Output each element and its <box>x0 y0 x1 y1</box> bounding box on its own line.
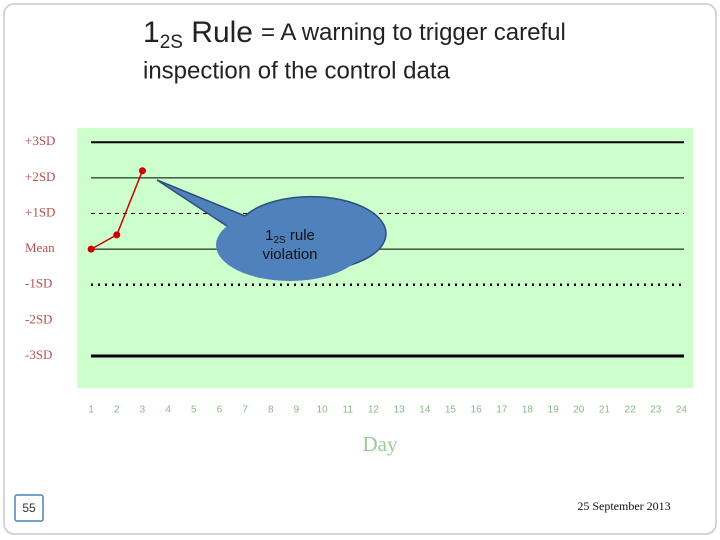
slide-frame <box>3 3 717 535</box>
y-tick-label: Mean <box>25 240 55 255</box>
y-tick-label: +2SD <box>25 169 55 184</box>
x-tick-label: 11 <box>343 405 354 416</box>
x-tick-label: 17 <box>496 405 508 416</box>
x-tick-label: 13 <box>394 405 406 416</box>
x-tick-label: 19 <box>548 405 560 416</box>
x-axis-label: Day <box>363 432 398 456</box>
x-tick-label: 14 <box>419 405 431 416</box>
title-rule: Rule <box>183 16 253 49</box>
x-tick-label: 18 <box>522 405 534 416</box>
x-tick-label: 21 <box>599 405 611 416</box>
callout-line2: violation <box>262 246 317 263</box>
x-tick-label: 20 <box>573 405 585 416</box>
title-line2: inspection of the control data <box>143 57 451 84</box>
x-tick-label: 22 <box>625 405 637 416</box>
y-tick-label: +1SD <box>25 204 55 219</box>
x-tick-label: 7 <box>242 405 248 416</box>
callout-line1: 12S rule <box>265 227 315 246</box>
plot-area <box>77 128 693 388</box>
x-tick-label: 9 <box>294 405 300 416</box>
slide-number-box <box>14 494 44 522</box>
x-tick-label: 15 <box>445 405 457 416</box>
date: 25 September 2013 <box>577 499 670 513</box>
title-line1: = A warning to trigger careful <box>261 19 566 46</box>
x-tick-label: 24 <box>676 405 688 416</box>
callout-sub: 2S <box>273 235 286 246</box>
x-tick-label: 4 <box>165 405 171 416</box>
x-tick-label: 1 <box>88 405 94 416</box>
data-point <box>87 245 95 253</box>
x-tick-label: 2 <box>114 405 120 416</box>
x-tick-label: 10 <box>317 405 329 416</box>
callout-body <box>216 209 364 281</box>
y-tick-label: +3SD <box>25 133 55 148</box>
slide-number: 55 <box>22 501 36 515</box>
callout-lead: 1 <box>265 227 273 244</box>
x-tick-label: 3 <box>140 405 146 416</box>
title-sub: 2S <box>160 32 183 53</box>
data-point <box>138 167 146 175</box>
y-tick-label: -3SD <box>25 347 52 362</box>
y-tick-label: -2SD <box>25 311 52 326</box>
x-tick-label: 5 <box>191 405 197 416</box>
x-tick-label: 12 <box>368 405 380 416</box>
x-tick-label: 6 <box>217 405 223 416</box>
callout-rule: rule <box>286 227 315 244</box>
x-tick-label: 16 <box>471 405 483 416</box>
title: 12S Rule = A warning to trigger careful <box>143 16 566 53</box>
x-tick-label: 8 <box>268 405 274 416</box>
title-lead: 1 <box>143 16 160 49</box>
data-point <box>113 231 121 239</box>
y-tick-label: -1SD <box>25 276 52 291</box>
x-tick-label: 23 <box>650 405 662 416</box>
